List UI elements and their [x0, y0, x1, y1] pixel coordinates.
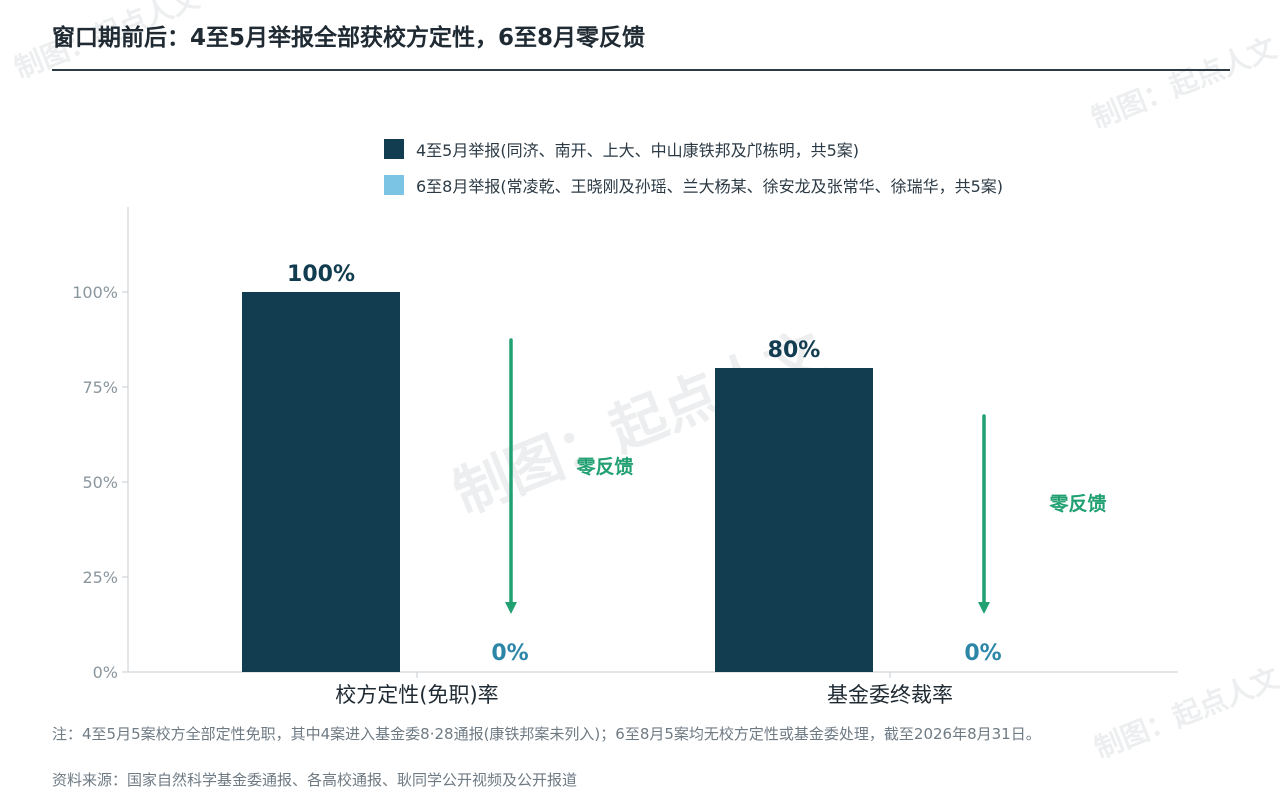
y-tick-label: 100% [72, 283, 118, 302]
y-tick-label: 50% [82, 473, 118, 492]
chart-title: 窗口期前后：4至5月举报全部获校方定性，6至8月零反馈 [52, 25, 646, 51]
title-divider [52, 69, 1230, 71]
y-tick-label: 0% [93, 663, 118, 682]
legend: 4至5月举报(同济、南开、上大、中山康铁邦及邝栋明，共5案) 6至8月举报(常凌… [384, 136, 1003, 208]
drop-arrow-head [505, 602, 517, 614]
legend-item-series2: 6至8月举报(常凌乾、王晓刚及孙瑶、兰大杨某、徐安龙及张常华、徐瑞华，共5案) [384, 172, 1003, 198]
legend-item-series1: 4至5月举报(同济、南开、上大、中山康铁邦及邝栋明，共5案) [384, 136, 1003, 162]
data-label-series1: 100% [287, 262, 355, 287]
legend-swatch-series1 [384, 139, 404, 159]
bar-series1 [715, 368, 873, 672]
data-label-series2: 0% [964, 641, 1001, 666]
drop-arrow-head [978, 602, 990, 614]
annotation-zero-feedback: 零反馈 [1048, 492, 1106, 515]
annotation-zero-feedback: 零反馈 [575, 455, 633, 478]
data-label-series2: 0% [491, 641, 528, 666]
x-tick-label: 基金委终裁率 [827, 683, 953, 707]
y-tick-label: 75% [82, 378, 118, 397]
bar-series1 [242, 292, 400, 672]
legend-swatch-series2 [384, 175, 404, 195]
x-tick-label: 校方定性(免职)率 [335, 683, 498, 707]
legend-label-series1: 4至5月举报(同济、南开、上大、中山康铁邦及邝栋明，共5案) [416, 141, 860, 160]
legend-label-series2: 6至8月举报(常凌乾、王晓刚及孙瑶、兰大杨某、徐安龙及张常华、徐瑞华，共5案) [416, 177, 1004, 196]
source-note: 资料来源：国家自然科学基金委通报、各高校通报、耿同学公开视频及公开报道 [52, 771, 578, 789]
y-tick-label: 25% [82, 568, 118, 587]
footnote: 注：4至5月5案校方全部定性免职，其中4案进入基金委8·28通报(康铁邦案未列入… [52, 725, 1041, 743]
data-label-series1: 80% [768, 338, 821, 363]
